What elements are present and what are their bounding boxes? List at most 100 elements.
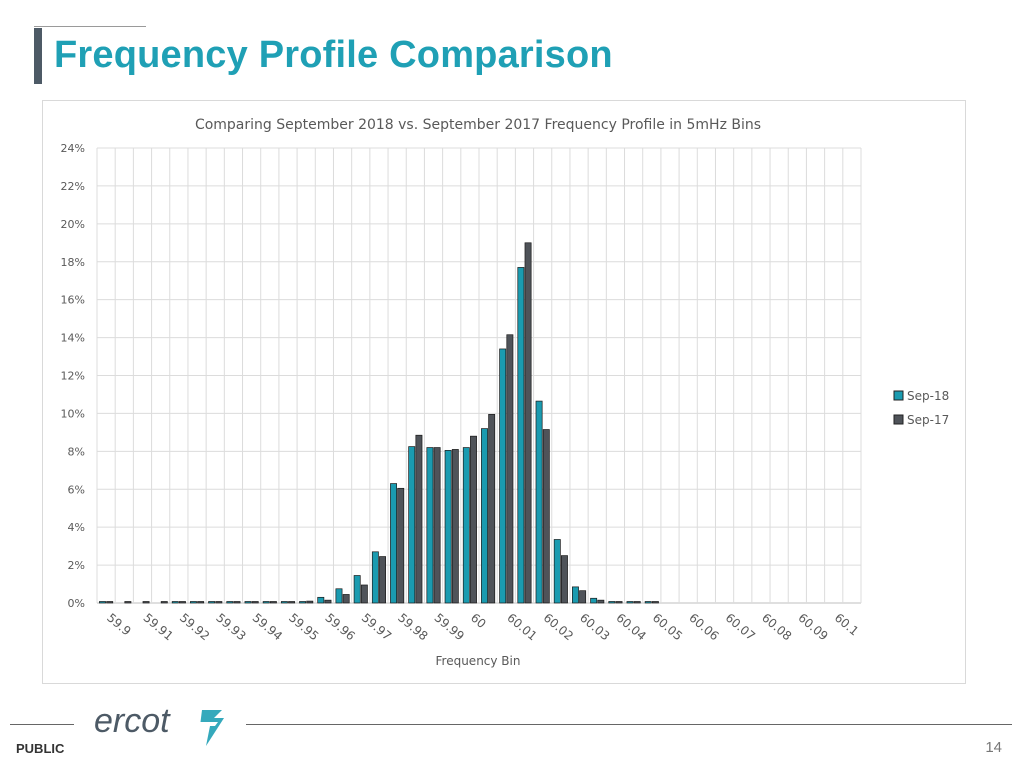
bar-sep18: [371, 551, 379, 604]
bar-sep17: [524, 242, 532, 604]
bar-sep18: [317, 596, 325, 604]
legend-label-sep17: Sep-17: [907, 413, 949, 427]
legend-swatch-sep18: [893, 390, 904, 401]
bar-sep18: [226, 601, 234, 604]
x-tick-label: 59.97: [359, 611, 394, 644]
footer-rule-left: [10, 724, 74, 725]
x-tick-label: 59.91: [141, 611, 176, 644]
chart-legend: Sep-18 Sep-17: [893, 389, 949, 427]
y-tick-label: 0%: [68, 597, 85, 610]
bar-sep18: [190, 601, 197, 604]
bar-sep17: [124, 601, 132, 604]
y-tick-label: 4%: [68, 521, 85, 534]
bar-layer: [99, 242, 659, 604]
bar-sep17: [379, 556, 386, 604]
grid-layer: [96, 147, 862, 604]
bar-sep17: [269, 601, 277, 604]
chart-frame: 0% 2% 4% 6% 8% 10% 12% 14% 16% 18% 20% 22% 24% 59.9 59…: [42, 100, 966, 684]
bar-sep17: [179, 601, 186, 604]
bar-sep18: [590, 597, 598, 604]
page-number: 14: [985, 739, 1002, 756]
x-tick-label: 60.05: [650, 611, 685, 644]
y-tick-label: 8%: [68, 445, 85, 458]
x-tick-label: 60.04: [614, 611, 649, 644]
bar-sep18: [626, 601, 634, 604]
bar-sep18: [426, 447, 434, 604]
bar-sep18: [462, 447, 470, 604]
bar-sep18: [408, 446, 416, 604]
bar-sep17: [506, 334, 514, 604]
x-tick-label: 60.07: [723, 611, 758, 644]
bar-sep17: [233, 601, 241, 604]
bar-sep18: [280, 601, 288, 604]
x-tick-label: 59.92: [177, 611, 212, 644]
x-tick-label: 59.95: [286, 611, 321, 644]
bar-sep18: [481, 428, 488, 604]
bar-sep17: [470, 435, 477, 604]
x-tick-label: 59.94: [250, 611, 285, 644]
y-tick-label: 14%: [61, 332, 85, 345]
bar-sep17: [579, 590, 587, 604]
x-tick-label: 59.93: [213, 611, 248, 644]
x-tick-label: 59.99: [432, 611, 467, 644]
y-tick-label: 16%: [61, 294, 85, 307]
bar-sep17: [251, 601, 259, 604]
bar-sep17: [433, 447, 441, 604]
bar-sep18: [262, 601, 270, 604]
bar-sep18: [517, 267, 525, 604]
bar-sep18: [208, 601, 216, 604]
bar-sep17: [142, 601, 150, 604]
bar-sep18: [335, 588, 343, 604]
bar-sep17: [342, 594, 350, 604]
bar-sep17: [651, 601, 659, 604]
x-axis-label: Frequency Bin: [436, 654, 521, 668]
y-tick-label: 12%: [61, 370, 85, 383]
ercot-logo: ercot: [94, 702, 224, 746]
bar-sep18: [553, 539, 561, 604]
bar-sep17: [597, 599, 605, 604]
chart-title: Comparing September 2018 vs. September 2…: [195, 117, 761, 133]
legend-label-sep18: Sep-18: [907, 389, 949, 403]
frequency-profile-chart: 0% 2% 4% 6% 8% 10% 12% 14% 16% 18% 20% 22% 24% 59.9 59…: [61, 117, 950, 668]
bar-sep18: [499, 348, 507, 604]
bar-sep17: [324, 599, 332, 604]
x-tick-label: 60.06: [686, 611, 721, 644]
bar-sep17: [306, 600, 314, 604]
bar-sep18: [535, 400, 543, 604]
y-tick-label: 6%: [68, 483, 85, 496]
x-tick-label: 60.08: [759, 611, 794, 644]
bar-sep18: [644, 601, 652, 604]
footer-public-label: PUBLIC: [16, 741, 65, 756]
x-tick-label: 60: [468, 611, 489, 632]
x-tick-label: 60.1: [832, 611, 861, 639]
bar-sep17: [288, 601, 296, 604]
y-tick-label: 24%: [61, 142, 85, 155]
y-tick-label: 2%: [68, 559, 85, 572]
y-tick-label: 20%: [61, 218, 85, 231]
bar-sep17: [633, 601, 641, 604]
y-tick-label: 22%: [61, 180, 85, 193]
title-rule: [34, 26, 146, 27]
x-tick-label: 60.03: [577, 611, 612, 644]
x-tick-label: 59.96: [322, 611, 357, 644]
logo-bolt-icon: [200, 710, 224, 746]
y-tick-label: 18%: [61, 256, 85, 269]
footer-rule-right: [246, 724, 1012, 725]
page-title: Frequency Profile Comparison: [54, 34, 613, 76]
x-tick-label: 60.01: [504, 611, 539, 644]
bar-sep17: [197, 601, 205, 604]
x-tick-label: 59.98: [395, 611, 430, 644]
x-tick-label: 60.09: [795, 611, 830, 644]
bar-sep17: [106, 601, 114, 604]
bar-sep18: [572, 586, 579, 604]
bar-sep17: [360, 584, 368, 604]
bar-sep18: [390, 483, 397, 604]
bar-sep17: [160, 601, 168, 604]
bar-sep17: [542, 429, 550, 604]
logo-wordmark: ercot: [94, 702, 171, 740]
bar-sep18: [444, 450, 452, 604]
bar-sep18: [171, 601, 179, 604]
legend-swatch-sep17: [893, 414, 904, 425]
title-accent-bar: [34, 28, 42, 84]
x-tick-label: 60.02: [541, 611, 576, 644]
